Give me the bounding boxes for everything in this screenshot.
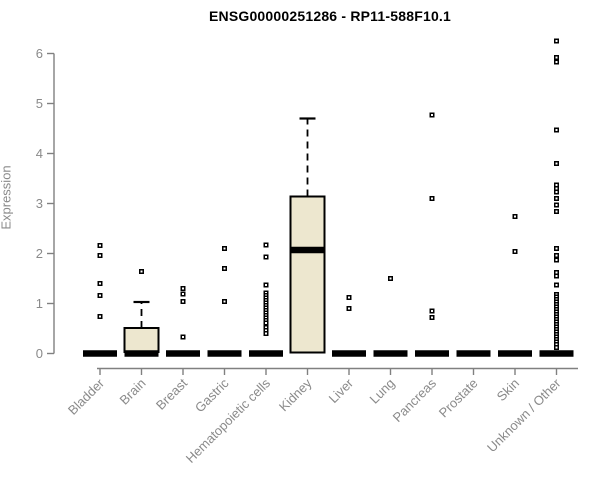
outlier-point-center bbox=[555, 191, 558, 193]
median-bar bbox=[290, 246, 325, 254]
x-category-label: Brain bbox=[117, 376, 149, 408]
outlier-point-center bbox=[182, 287, 184, 290]
outlier-point-center bbox=[431, 114, 433, 116]
outlier-point-center bbox=[182, 293, 184, 295]
outlier-point-center bbox=[431, 310, 433, 312]
outlier-point-center bbox=[389, 277, 392, 280]
outlier-point-center bbox=[555, 187, 558, 190]
median-bar bbox=[249, 350, 283, 357]
median-bar bbox=[415, 350, 449, 357]
outlier-point-center bbox=[265, 329, 267, 332]
outlier-point-center bbox=[555, 184, 558, 186]
outlier-point-center bbox=[223, 267, 226, 270]
outlier-point-center bbox=[555, 346, 558, 349]
outlier-point-center bbox=[265, 284, 267, 286]
outlier-point-center bbox=[555, 61, 558, 63]
median-bar bbox=[166, 350, 200, 357]
outlier-point-center bbox=[555, 40, 558, 42]
box bbox=[123, 327, 160, 353]
outlier-point-center bbox=[182, 300, 184, 303]
outlier-point-center bbox=[514, 215, 516, 218]
outlier-point-center bbox=[555, 343, 558, 346]
box bbox=[289, 195, 326, 354]
x-category-label: Liver bbox=[326, 375, 357, 406]
y-tick-label: 0 bbox=[36, 346, 43, 361]
x-category-label: Skin bbox=[494, 376, 522, 404]
outlier-point-center bbox=[555, 197, 558, 200]
outlier-point-center bbox=[431, 316, 433, 319]
outlier-point-center bbox=[99, 244, 101, 247]
outlier-point-center bbox=[555, 204, 558, 206]
median-bar bbox=[207, 350, 242, 357]
x-category-label: Kidney bbox=[276, 375, 315, 414]
x-category-label: Lung bbox=[367, 376, 398, 407]
y-tick-label: 3 bbox=[36, 196, 43, 211]
outlier-point-center bbox=[555, 271, 558, 274]
outlier-point-center bbox=[348, 296, 350, 299]
chart-title: ENSG00000251286 - RP11-588F10.1 bbox=[208, 8, 452, 24]
outlier-point-center bbox=[265, 256, 267, 258]
median-bar bbox=[456, 350, 491, 357]
outlier-point-center bbox=[555, 254, 558, 257]
y-tick-label: 1 bbox=[36, 296, 43, 311]
median-bar bbox=[332, 350, 366, 357]
y-tick-label: 5 bbox=[36, 96, 43, 111]
outlier-point-center bbox=[265, 322, 267, 324]
median-bar bbox=[539, 350, 574, 357]
outlier-point-center bbox=[514, 250, 516, 253]
x-category-label: Gastric bbox=[192, 375, 232, 415]
outlier-point-center bbox=[99, 315, 101, 318]
median-bar bbox=[83, 350, 117, 357]
outlier-point-center bbox=[99, 254, 101, 257]
outlier-point-center bbox=[348, 307, 350, 310]
y-tick-label: 4 bbox=[36, 146, 43, 161]
outlier-point-center bbox=[182, 336, 184, 338]
outlier-point-center bbox=[265, 332, 267, 335]
outlier-point-center bbox=[555, 259, 558, 261]
outlier-point-center bbox=[223, 300, 226, 303]
outlier-point-center bbox=[555, 284, 558, 286]
outlier-point-center bbox=[265, 326, 267, 329]
outlier-point-center bbox=[555, 210, 558, 213]
outlier-point-center bbox=[140, 270, 143, 273]
outlier-point-center bbox=[555, 162, 558, 165]
x-category-label: Pancreas bbox=[390, 375, 440, 425]
outlier-point-center bbox=[223, 247, 226, 250]
y-tick-label: 6 bbox=[36, 46, 43, 61]
median-bar bbox=[373, 350, 408, 357]
x-category-label: Unknown / Other bbox=[484, 375, 564, 455]
outlier-point-center bbox=[265, 244, 267, 246]
outlier-point-center bbox=[555, 129, 558, 131]
median-bar bbox=[124, 350, 159, 357]
outlier-point-center bbox=[555, 56, 558, 59]
x-category-label: Breast bbox=[153, 375, 190, 412]
outlier-point-center bbox=[99, 294, 101, 297]
outlier-point-center bbox=[99, 282, 101, 285]
y-tick-label: 2 bbox=[36, 246, 43, 261]
outlier-point-center bbox=[555, 275, 558, 277]
median-bar bbox=[498, 350, 532, 357]
x-category-label: Bladder bbox=[65, 375, 108, 418]
x-category-label: Prostate bbox=[436, 376, 481, 421]
outlier-point-center bbox=[555, 247, 558, 250]
outlier-point-center bbox=[431, 197, 433, 200]
